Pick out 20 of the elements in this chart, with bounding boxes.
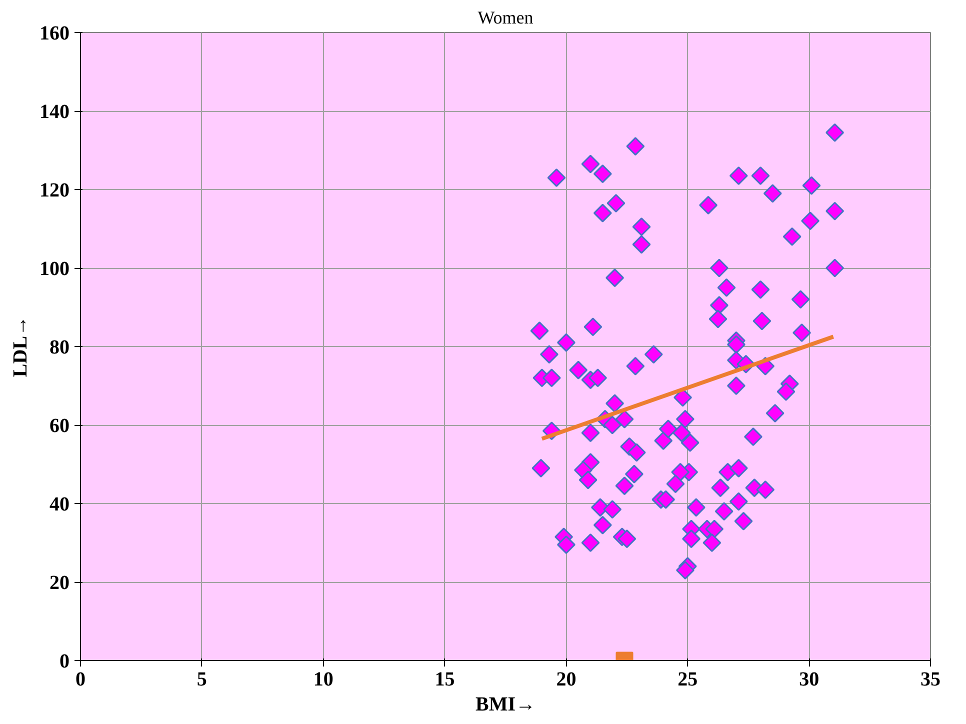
x-tick-label: 10 <box>313 668 334 690</box>
x-tick-label: 5 <box>196 668 207 690</box>
x-tick-label: 35 <box>920 668 940 690</box>
chart-title: Women <box>478 8 534 28</box>
y-tick-label: 140 <box>40 101 70 123</box>
y-tick-label: 120 <box>40 180 70 202</box>
y-tick-label: 40 <box>50 494 70 516</box>
y-tick-label: 20 <box>50 572 70 594</box>
y-tick-label: 160 <box>40 22 70 44</box>
x-tick-label: 15 <box>434 668 455 690</box>
y-tick-label: 60 <box>50 415 70 437</box>
y-tick-label: 0 <box>60 650 70 672</box>
x-tick-label: 30 <box>799 668 820 690</box>
x-axis-title: BMI→ <box>476 694 536 716</box>
y-tick-label: 80 <box>50 336 70 358</box>
x-tick-label: 20 <box>556 668 576 690</box>
x-tick-label: 0 <box>76 668 86 690</box>
y-axis-title: LDL→ <box>10 316 32 378</box>
y-tick-label: 100 <box>40 258 70 280</box>
x-tick-label: 25 <box>678 668 698 690</box>
